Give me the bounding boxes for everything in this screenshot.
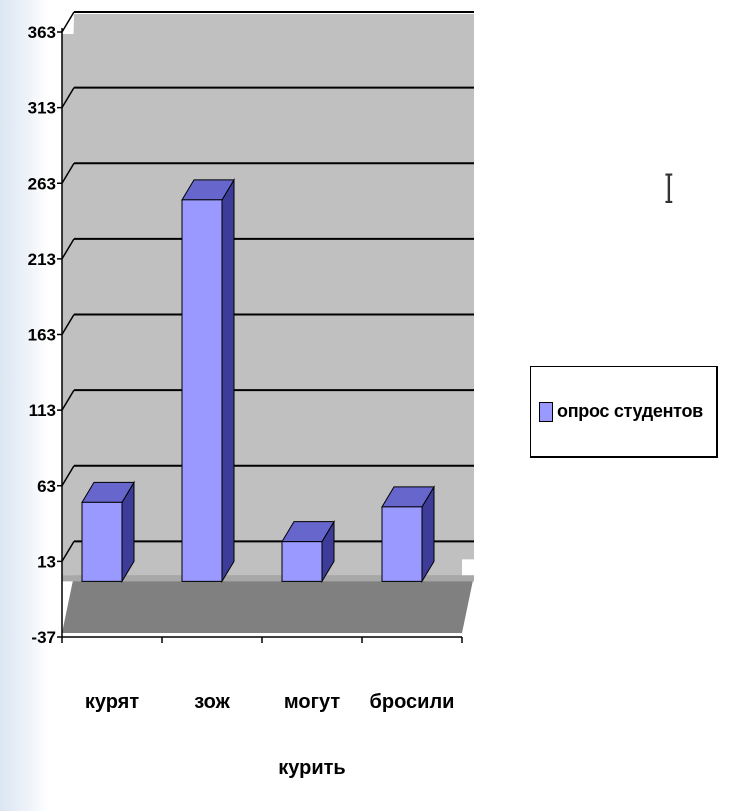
legend-label: опрос студентов xyxy=(557,401,703,421)
gridline-edge xyxy=(61,314,75,335)
y-tick-label: 313 xyxy=(28,99,56,118)
x-tick-label: курят xyxy=(85,691,139,713)
text-cursor-icon: I xyxy=(664,167,674,213)
x-tick-label: курить xyxy=(278,757,345,779)
y-tick-label: 113 xyxy=(29,401,56,420)
y-tick-label: -37 xyxy=(31,628,56,647)
gridline-edge xyxy=(61,389,75,411)
y-tick-label: 363 xyxy=(28,23,56,42)
y-tick-label: 63 xyxy=(37,477,56,496)
bar xyxy=(81,501,123,582)
y-tick-label: 263 xyxy=(28,174,56,193)
y-tick-label: 13 xyxy=(37,552,56,571)
bar xyxy=(181,199,223,582)
chart-floor-top xyxy=(62,575,474,582)
gridline-edge xyxy=(61,162,75,184)
bar xyxy=(281,541,323,582)
x-tick-label: бросили xyxy=(370,691,455,713)
x-tick-label: могут xyxy=(284,691,340,713)
bar xyxy=(381,506,423,582)
bar-side xyxy=(221,178,235,584)
chart-floor xyxy=(62,575,474,633)
gridline-edge xyxy=(61,238,75,260)
x-tick-label: зож xyxy=(194,691,230,713)
background-glow xyxy=(0,0,48,811)
y-tick-label: 213 xyxy=(28,250,56,269)
gridline-edge xyxy=(61,540,75,562)
chart-legend: опрос студентов xyxy=(530,366,718,458)
legend-swatch xyxy=(539,401,553,422)
y-tick-label: 163 xyxy=(28,326,56,345)
gridline-edge xyxy=(61,11,75,33)
gridline-edge xyxy=(61,87,75,109)
gridline-edge xyxy=(61,465,75,487)
